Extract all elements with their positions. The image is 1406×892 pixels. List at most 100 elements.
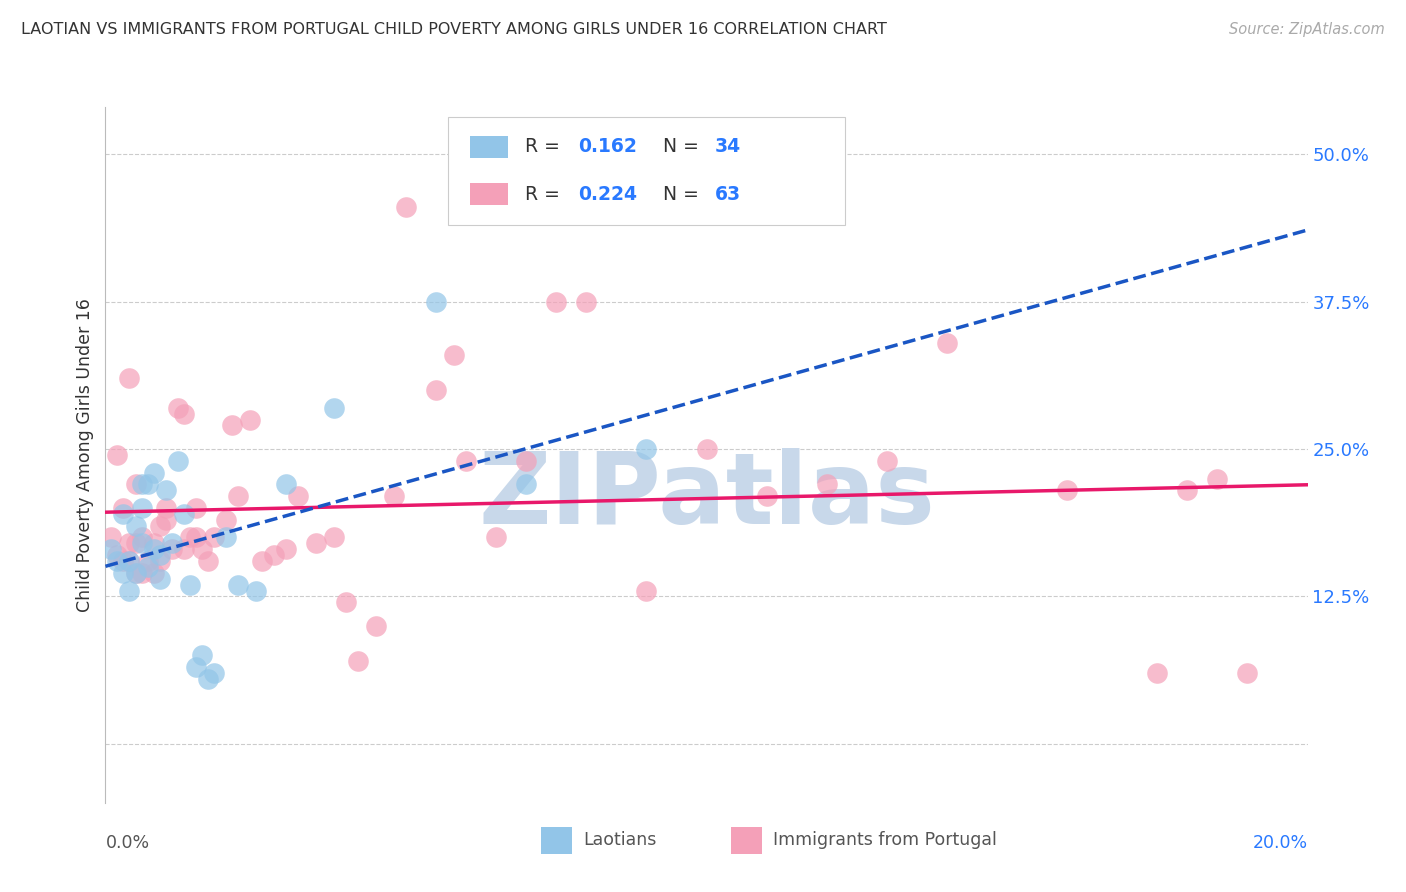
Point: [245, 583, 267, 598]
Point: [876, 454, 898, 468]
Text: Source: ZipAtlas.com: Source: ZipAtlas.com: [1229, 22, 1385, 37]
Point: [160, 542, 183, 557]
Point: [124, 566, 146, 580]
Point: [636, 442, 658, 456]
Point: [575, 294, 598, 309]
Point: [173, 542, 195, 557]
Point: [131, 536, 153, 550]
Point: [226, 577, 249, 591]
Text: 0.224: 0.224: [578, 185, 637, 203]
Point: [364, 619, 387, 633]
Point: [636, 583, 658, 598]
Point: [100, 531, 122, 545]
Text: 34: 34: [714, 137, 741, 156]
Y-axis label: Child Poverty Among Girls Under 16: Child Poverty Among Girls Under 16: [76, 298, 94, 612]
Point: [100, 542, 122, 557]
Point: [107, 448, 129, 462]
Point: [166, 454, 188, 468]
Point: [755, 489, 778, 503]
Point: [107, 548, 129, 562]
Point: [179, 531, 201, 545]
FancyBboxPatch shape: [449, 118, 845, 226]
Point: [124, 536, 146, 550]
Point: [515, 477, 537, 491]
Point: [1056, 483, 1078, 498]
Text: N =: N =: [664, 185, 706, 203]
Point: [197, 672, 219, 686]
Point: [107, 554, 129, 568]
Point: [148, 554, 170, 568]
Point: [131, 566, 153, 580]
Point: [118, 554, 141, 568]
Point: [1236, 666, 1258, 681]
Point: [263, 548, 285, 562]
Point: [485, 531, 508, 545]
Point: [1206, 471, 1229, 485]
Point: [322, 401, 344, 415]
Point: [443, 348, 465, 362]
Point: [214, 531, 236, 545]
Point: [112, 500, 135, 515]
Point: [142, 466, 165, 480]
Point: [148, 518, 170, 533]
Point: [274, 477, 297, 491]
Point: [118, 371, 141, 385]
Point: [515, 454, 537, 468]
Point: [696, 442, 718, 456]
Point: [382, 489, 405, 503]
Point: [155, 500, 177, 515]
Text: Laotians: Laotians: [583, 831, 657, 849]
Point: [112, 554, 135, 568]
Point: [160, 536, 183, 550]
Text: LAOTIAN VS IMMIGRANTS FROM PORTUGAL CHILD POVERTY AMONG GIRLS UNDER 16 CORRELATI: LAOTIAN VS IMMIGRANTS FROM PORTUGAL CHIL…: [21, 22, 887, 37]
Point: [226, 489, 249, 503]
Point: [148, 548, 170, 562]
Text: 63: 63: [714, 185, 741, 203]
Text: ZIPatlas: ZIPatlas: [478, 448, 935, 545]
Point: [936, 335, 959, 350]
Text: Immigrants from Portugal: Immigrants from Portugal: [773, 831, 997, 849]
Point: [124, 566, 146, 580]
Point: [136, 560, 159, 574]
Bar: [731, 827, 762, 854]
Text: 0.0%: 0.0%: [105, 834, 149, 852]
Point: [287, 489, 309, 503]
Point: [250, 554, 273, 568]
Point: [148, 572, 170, 586]
Point: [197, 554, 219, 568]
Point: [425, 383, 447, 397]
Point: [815, 477, 838, 491]
Point: [190, 542, 212, 557]
Point: [118, 536, 141, 550]
Point: [142, 536, 165, 550]
Point: [239, 412, 262, 426]
Point: [305, 536, 328, 550]
Point: [118, 583, 141, 598]
Point: [184, 531, 207, 545]
Point: [124, 477, 146, 491]
Point: [166, 401, 188, 415]
Text: 0.162: 0.162: [578, 137, 637, 156]
Point: [1175, 483, 1198, 498]
Point: [155, 513, 177, 527]
Text: 20.0%: 20.0%: [1253, 834, 1308, 852]
Point: [214, 513, 236, 527]
Point: [136, 477, 159, 491]
Point: [202, 666, 225, 681]
Point: [131, 477, 153, 491]
Point: [131, 531, 153, 545]
Point: [274, 542, 297, 557]
Text: R =: R =: [524, 137, 565, 156]
Point: [112, 507, 135, 521]
Point: [221, 418, 243, 433]
Point: [131, 500, 153, 515]
Point: [142, 566, 165, 580]
Point: [202, 531, 225, 545]
Bar: [470, 136, 508, 158]
Point: [184, 660, 207, 674]
Point: [322, 531, 344, 545]
Text: R =: R =: [524, 185, 565, 203]
Point: [142, 542, 165, 557]
Point: [155, 483, 177, 498]
Point: [124, 518, 146, 533]
